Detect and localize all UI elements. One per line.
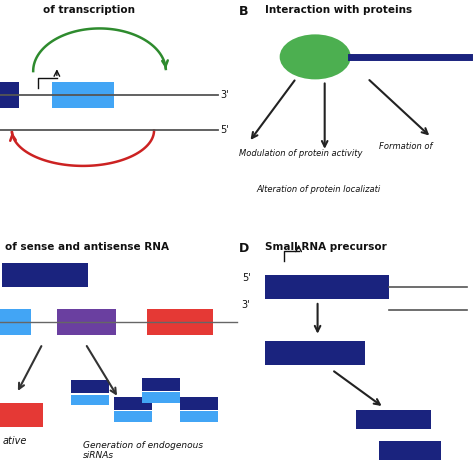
FancyBboxPatch shape: [0, 403, 43, 427]
Ellipse shape: [280, 35, 351, 79]
Text: Interaction with proteins: Interaction with proteins: [265, 5, 412, 15]
FancyBboxPatch shape: [52, 82, 114, 108]
FancyBboxPatch shape: [180, 411, 218, 422]
FancyBboxPatch shape: [265, 275, 389, 299]
FancyBboxPatch shape: [0, 82, 19, 108]
Text: Modulation of protein activity: Modulation of protein activity: [239, 149, 363, 158]
FancyBboxPatch shape: [142, 378, 180, 391]
FancyBboxPatch shape: [379, 441, 441, 460]
Text: of transcription: of transcription: [43, 5, 135, 15]
Text: Alteration of protein localizati: Alteration of protein localizati: [256, 185, 380, 194]
FancyBboxPatch shape: [142, 392, 180, 403]
Text: 3': 3': [220, 90, 229, 100]
Text: ative: ative: [2, 436, 27, 446]
Text: Generation of endogenous
siRNAs: Generation of endogenous siRNAs: [83, 441, 203, 460]
Text: Formation of: Formation of: [379, 142, 433, 151]
Text: 5': 5': [242, 273, 250, 283]
Text: Small RNA precursor: Small RNA precursor: [265, 242, 387, 252]
FancyBboxPatch shape: [2, 263, 88, 287]
Text: of sense and antisense RNA: of sense and antisense RNA: [5, 242, 169, 252]
FancyBboxPatch shape: [265, 341, 365, 365]
FancyBboxPatch shape: [57, 310, 116, 336]
Text: D: D: [239, 242, 250, 255]
Text: 5': 5': [220, 125, 229, 136]
FancyBboxPatch shape: [114, 397, 152, 410]
FancyBboxPatch shape: [114, 411, 152, 422]
Text: 3': 3': [242, 300, 250, 310]
FancyBboxPatch shape: [180, 397, 218, 410]
FancyBboxPatch shape: [147, 310, 213, 336]
Text: B: B: [239, 5, 249, 18]
FancyBboxPatch shape: [71, 395, 109, 405]
FancyBboxPatch shape: [356, 410, 431, 429]
FancyBboxPatch shape: [71, 380, 109, 393]
FancyBboxPatch shape: [0, 310, 31, 336]
